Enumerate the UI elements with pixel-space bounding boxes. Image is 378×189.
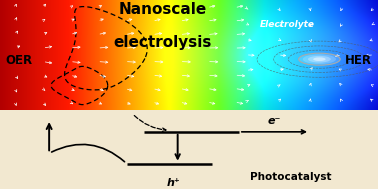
Circle shape bbox=[313, 57, 325, 61]
Circle shape bbox=[308, 56, 331, 63]
Text: h⁺: h⁺ bbox=[167, 178, 181, 188]
Text: e⁻: e⁻ bbox=[268, 116, 281, 126]
Text: Electrolyte: Electrolyte bbox=[260, 20, 315, 29]
Text: Nanoscale: Nanoscale bbox=[118, 2, 207, 17]
Circle shape bbox=[299, 53, 340, 65]
Text: Photocatalyst: Photocatalyst bbox=[250, 172, 332, 182]
Text: electrolysis: electrolysis bbox=[113, 35, 212, 50]
Circle shape bbox=[303, 54, 336, 64]
Text: OER: OER bbox=[6, 54, 33, 67]
Text: HER: HER bbox=[345, 54, 372, 67]
